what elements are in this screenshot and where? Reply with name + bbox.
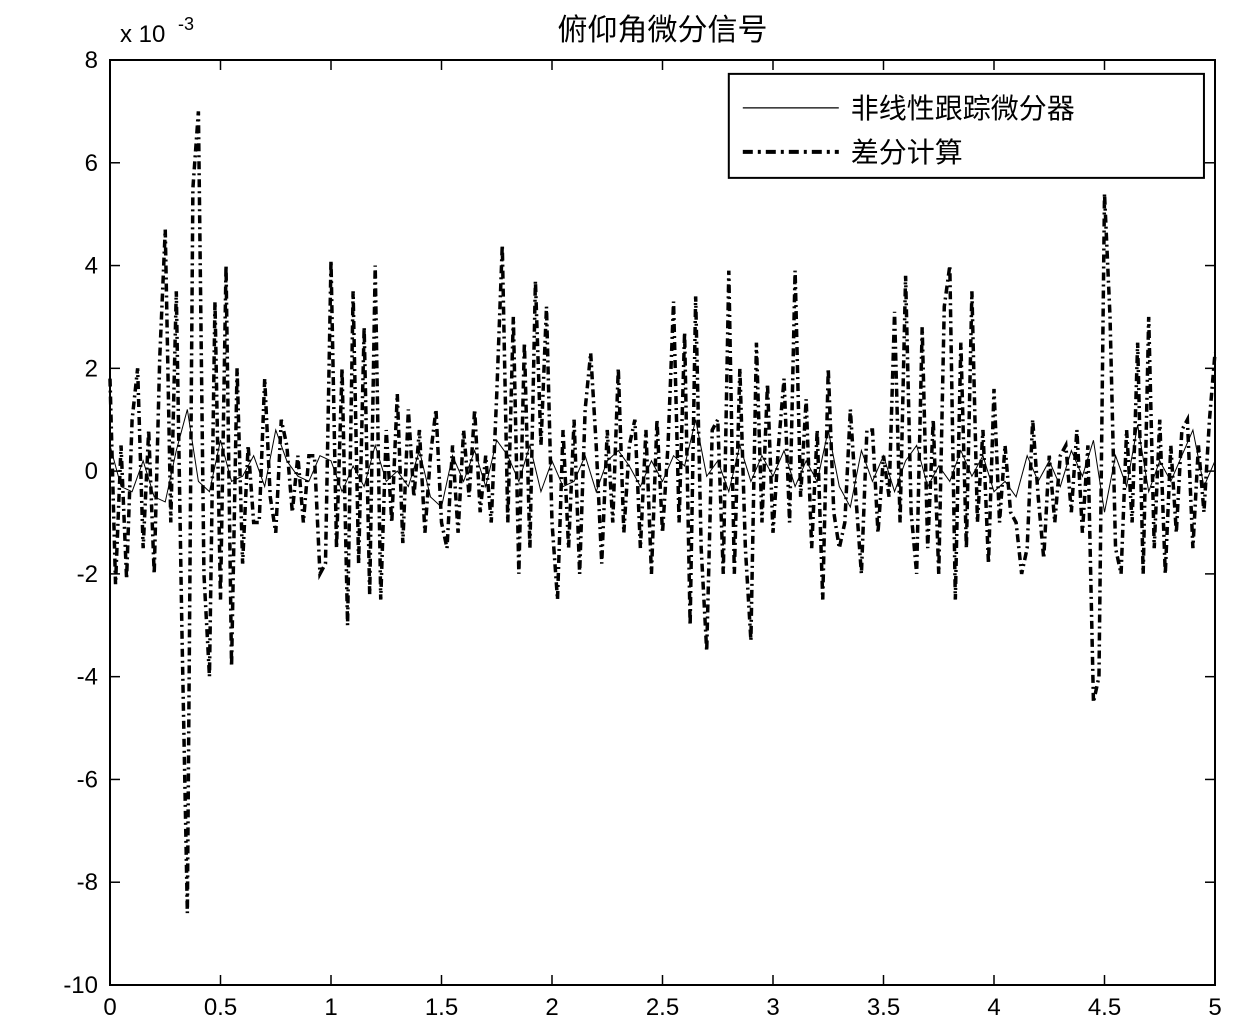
x-tick-label: 4.5 — [1088, 994, 1121, 1021]
x-tick-label: 3 — [766, 994, 779, 1021]
legend: 非线性跟踪微分器差分计算 — [729, 74, 1204, 178]
x-tick-label: 5 — [1208, 994, 1221, 1021]
y-tick-label: -8 — [77, 869, 98, 896]
y-tick-label: 0 — [85, 458, 98, 485]
x-tick-label: 0.5 — [204, 994, 237, 1021]
legend-label-1: 差分计算 — [851, 137, 963, 168]
x-tick-label: 0 — [103, 994, 116, 1021]
y-tick-label: -6 — [77, 766, 98, 793]
y-tick-label: -10 — [63, 972, 98, 999]
chart-svg: 0 0.5 1 1.5 2 2.5 3 3.5 4 4.5 5 -10 -8 -6 -4 -2 0 2 4 6 8 x 1… — [0, 0, 1240, 1029]
x-tick-label: 3.5 — [867, 994, 900, 1021]
svg-text:-3: -3 — [178, 14, 194, 34]
x-tick-label: 2.5 — [646, 994, 679, 1021]
y-tick-label: -4 — [77, 664, 98, 691]
x-tick-label: 1 — [324, 994, 337, 1021]
y-tick-label: -2 — [77, 561, 98, 588]
y-tick-label: 6 — [85, 150, 98, 177]
x-tick-label: 4 — [987, 994, 1000, 1021]
y-tick-label: 4 — [85, 253, 98, 280]
legend-label-0: 非线性跟踪微分器 — [851, 93, 1075, 124]
chart-container: 0 0.5 1 1.5 2 2.5 3 3.5 4 4.5 5 -10 -8 -6 -4 -2 0 2 4 6 8 x 1… — [0, 0, 1240, 1029]
chart-title: 俯仰角微分信号 — [558, 14, 768, 47]
svg-text:x 10: x 10 — [120, 21, 165, 48]
y-tick-label: 2 — [85, 355, 98, 382]
x-tick-label: 1.5 — [425, 994, 458, 1021]
y-tick-label: 8 — [85, 47, 98, 74]
x-tick-label: 2 — [545, 994, 558, 1021]
